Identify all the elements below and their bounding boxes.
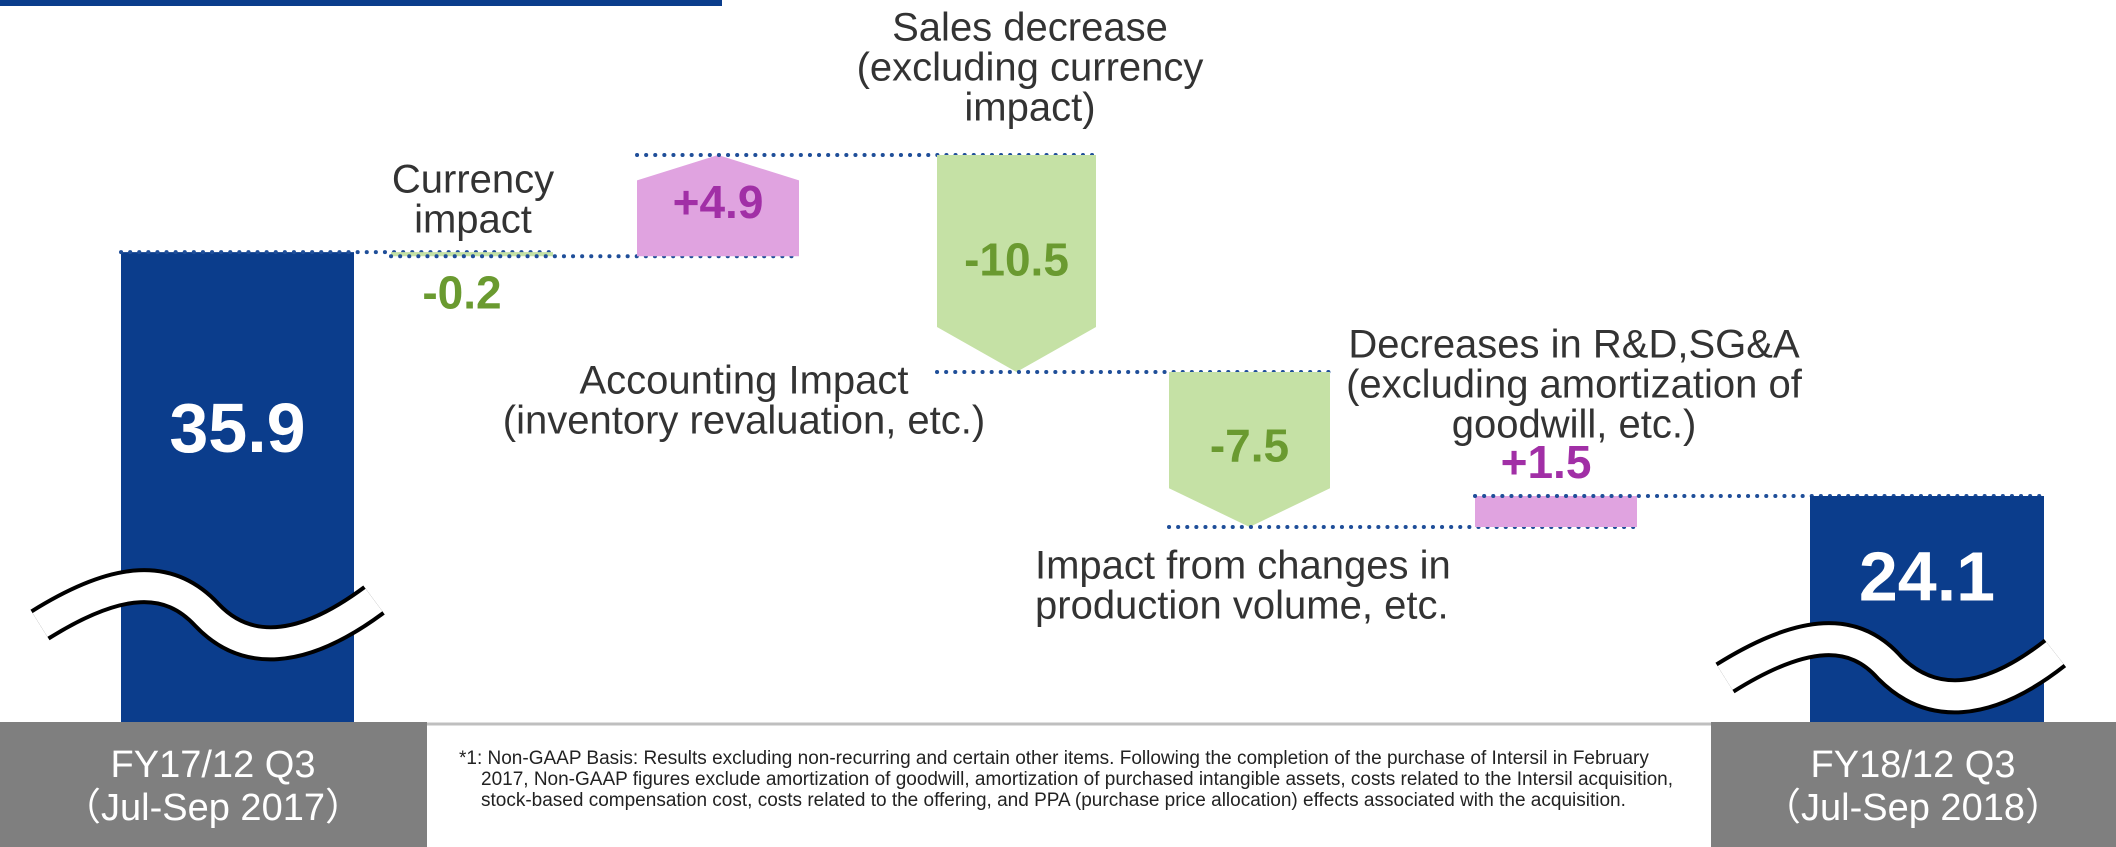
value-label: -7.5: [1210, 420, 1289, 472]
bar: [937, 155, 1096, 372]
annotation: (inventory revaluation, etc.): [503, 399, 985, 443]
bar: [1475, 496, 1637, 527]
annotation: goodwill, etc.): [1452, 403, 1697, 447]
value-label: 35.9: [169, 389, 305, 467]
category-box: [0, 722, 427, 847]
value-label: -10.5: [964, 234, 1069, 286]
bars: [119, 153, 2046, 722]
value-label: +4.9: [673, 176, 764, 228]
annotation: Decreases in R&D,SG&A: [1348, 323, 1800, 367]
bar: [1169, 372, 1330, 527]
value-label: 24.1: [1859, 537, 1995, 615]
x-tick-label: （Jul-Sep 2018）: [1763, 787, 2063, 829]
annotation: impact: [414, 198, 532, 242]
bar: [637, 155, 799, 257]
annotation: (excluding currency: [857, 46, 1204, 90]
header-rule: [0, 0, 722, 6]
annotation: Sales decrease: [892, 6, 1168, 50]
annotation: impact): [964, 86, 1095, 130]
annotation: production volume, etc.: [1035, 584, 1449, 628]
category-box: [1711, 722, 2116, 847]
value-label: +1.5: [1501, 436, 1592, 488]
x-tick-label: （Jul-Sep 2017）: [63, 787, 363, 829]
bar: [391, 252, 553, 257]
value-label: -0.2: [422, 266, 501, 318]
annotation: Accounting Impact: [579, 359, 908, 403]
break-mark: [1717, 625, 2064, 711]
annotation: Currency: [392, 158, 554, 202]
annotation: (excluding amortization of: [1346, 363, 1803, 407]
x-tick-label: FY17/12 Q3: [111, 744, 316, 786]
break-mark: [32, 572, 383, 658]
axis-breaks: [30, 568, 2067, 715]
x-tick-label: FY18/12 Q3: [1811, 744, 2016, 786]
footnote: *1: Non-GAAP Basis: Results excluding no…: [459, 748, 1674, 811]
annotation: Impact from changes in: [1035, 544, 1451, 588]
